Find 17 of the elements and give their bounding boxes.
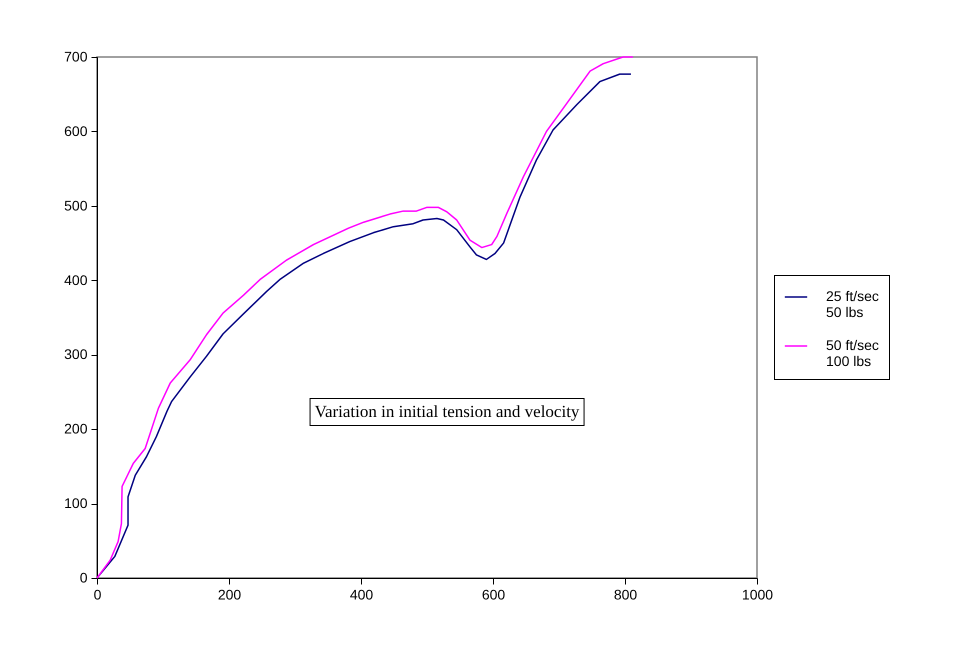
legend-label: 25 ft/sec 50 lbs: [826, 288, 879, 320]
x-tick-label: 600: [482, 586, 506, 602]
x-tick-label: 1000: [742, 586, 774, 602]
y-tick-label: 200: [64, 420, 88, 437]
y-tick-label: 500: [64, 197, 88, 214]
y-tick-label: 700: [64, 48, 88, 64]
x-tick-label: 800: [614, 586, 638, 602]
x-tick-label: 400: [350, 586, 374, 602]
y-tick-label: 300: [64, 346, 88, 362]
y-tick-label: 0: [80, 570, 88, 586]
legend-label: 50 ft/sec 100 lbs: [826, 337, 879, 369]
x-tick-label: 0: [94, 586, 102, 602]
x-tick-label: 200: [218, 586, 242, 602]
annotation: Variation in initial tension and velocity: [310, 398, 584, 426]
y-tick-label: 400: [64, 272, 88, 288]
y-tick-label: 600: [64, 122, 88, 139]
y-tick-label: 100: [64, 495, 88, 512]
